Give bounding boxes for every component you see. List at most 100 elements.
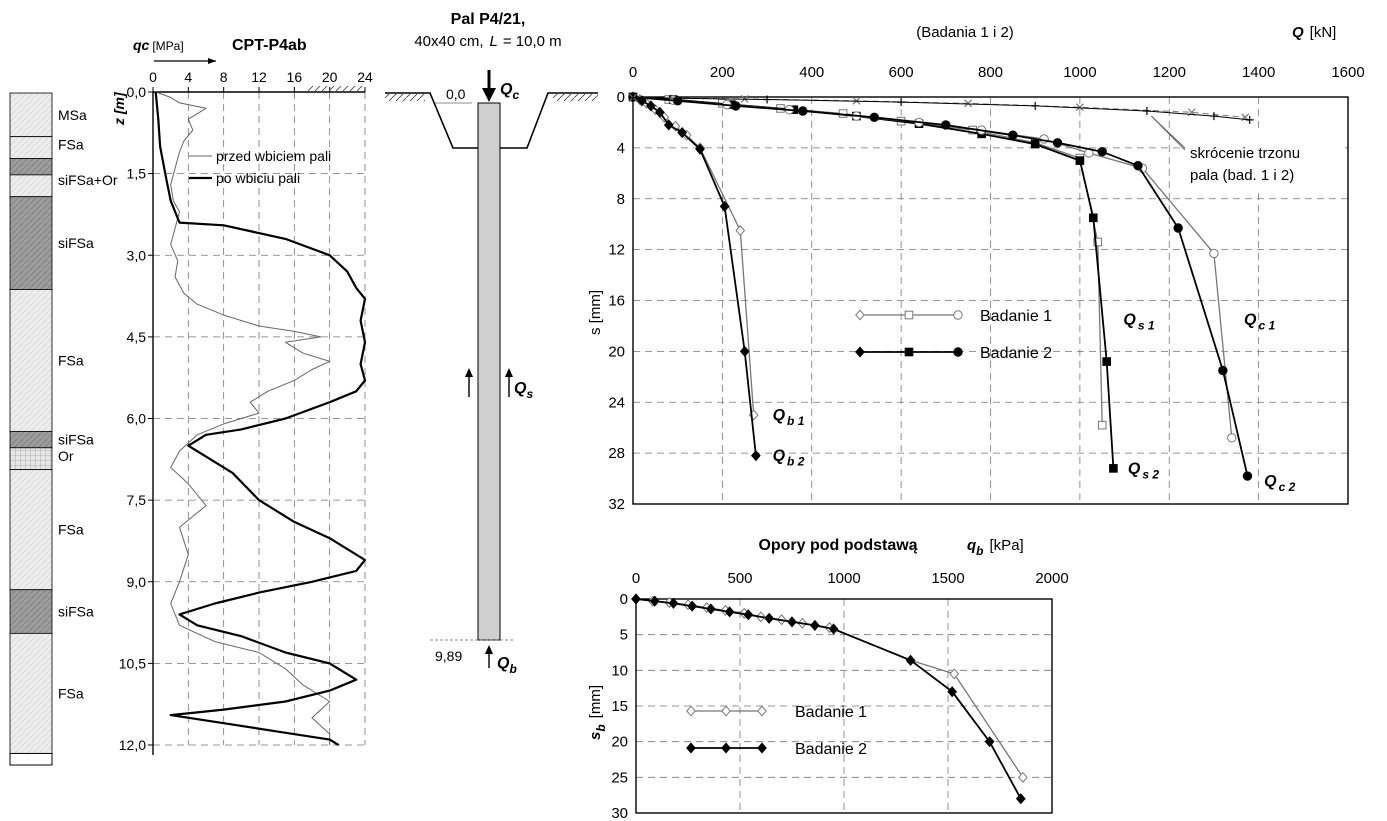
qb-xlabel-sub: b <box>976 544 983 558</box>
ls-data-point <box>941 120 951 130</box>
ls-data-point <box>739 345 750 357</box>
qb-ylabel-sub: b <box>594 724 608 731</box>
ls-y-tick-label: 12 <box>608 242 625 259</box>
qb-legend-marker <box>721 742 731 754</box>
ls-data-point <box>1133 160 1143 171</box>
qb-x-tick-label: 1000 <box>827 570 860 587</box>
ls-data-point <box>731 101 741 111</box>
ls-annotation-leader <box>1151 115 1186 151</box>
cpt-x-tick-label: 4 <box>184 69 192 85</box>
ls-data-point <box>1075 103 1084 112</box>
qb-data-point <box>724 606 735 618</box>
qb-data-point <box>905 654 916 666</box>
qb-data-point <box>828 623 839 635</box>
ls-data-point <box>735 224 746 237</box>
cpt-xlabel-arrowhead <box>208 58 216 64</box>
qb-title: Opory pod podstawą <box>758 537 917 554</box>
ls-data-point <box>1242 471 1253 481</box>
ls-y-tick-label: 16 <box>608 293 625 310</box>
ls-annotation-bg <box>1185 132 1345 188</box>
ls-data-point <box>637 95 647 107</box>
ls-x-tick-label: 600 <box>889 64 914 81</box>
qb-data-point <box>947 686 958 698</box>
ls-x-tick-label: 1200 <box>1153 64 1186 81</box>
ls-annotation: skrócenie trzonu pala (bad. 1 i 2) <box>1151 115 1345 188</box>
qb-xlabel-unit: [kPa] <box>990 537 1024 554</box>
cpt-y-tick-label: 1,5 <box>127 166 147 182</box>
qb-legend: Badanie 1 Badanie 2 <box>686 704 867 758</box>
cpt-xlabel-unit: [MPa] <box>152 39 183 53</box>
cpt-series-line <box>155 91 331 745</box>
soil-layer-label: FSa <box>58 685 84 701</box>
soil-layer <box>9 92 53 138</box>
ls-curve-label-base: Q <box>773 448 786 465</box>
cpt-x-tick-label: 20 <box>322 69 338 85</box>
soil-layer <box>9 632 53 754</box>
ls-data-point <box>1097 420 1107 430</box>
force-shaft-sub: s <box>526 387 533 401</box>
soil-layer-label: siFSa <box>58 431 94 447</box>
ls-data-point <box>1173 223 1183 233</box>
qb-y-tick-label: 5 <box>620 627 628 644</box>
cpt-y-tick-label: 0,0 <box>127 84 147 100</box>
qb-data-point <box>706 603 716 615</box>
ls-y-tick-label: 0 <box>617 89 625 106</box>
cpt-x-tick-label: 0 <box>149 69 157 85</box>
soil-layer-label: siFSa+Or <box>58 172 118 188</box>
qb-series <box>631 593 1028 805</box>
qb-data-point <box>649 595 660 607</box>
ls-annotation-line1: skrócenie trzonu <box>1190 145 1300 162</box>
ls-curve-label-base: Q <box>773 407 786 424</box>
ls-legend-marker <box>855 346 865 358</box>
soil-layer <box>9 196 53 290</box>
ls-legend-marker <box>904 347 914 357</box>
force-shaft-arrowhead-right <box>505 368 513 377</box>
cpt-x-tick-label: 16 <box>287 69 303 85</box>
qb-xlabel: qb [kPa] <box>967 537 1024 558</box>
cpt-legend-label: po wbiciu pali <box>216 170 300 186</box>
ls-curve-label-base: Q <box>1123 312 1136 329</box>
ls-y-tick-label: 20 <box>608 343 625 360</box>
soil-layer-label: FSa <box>58 352 84 368</box>
qb-legend-marker <box>686 742 696 754</box>
pile-subtitle-rest: = 10,0 m <box>503 33 562 50</box>
cpt-surface-hatch <box>307 86 365 92</box>
ls-legend-marker <box>904 310 914 320</box>
qb-x-tick-label: 500 <box>727 570 752 587</box>
ls-data-point <box>663 119 674 131</box>
ls-curve-label-sub: b 1 <box>787 414 805 428</box>
ls-curve-label-base: Q <box>1244 312 1257 329</box>
ls-series-line <box>632 96 1249 477</box>
cpt-y-tick-label: 6,0 <box>127 411 147 427</box>
qb-data-point <box>668 597 679 609</box>
ls-x-tick-label: 1600 <box>1331 64 1364 81</box>
ground-hatch-left <box>385 93 425 101</box>
qb-xlabel-symbol: q <box>967 537 976 554</box>
qb-y-tick-label: 10 <box>611 662 628 679</box>
cpt-y-tick-label: 12,0 <box>119 737 146 753</box>
qb-y-tick-label: 15 <box>611 698 628 715</box>
pile-body <box>477 102 501 641</box>
force-shaft-label: Qs <box>514 380 533 401</box>
ls-annotation-line2: pala (bad. 1 i 2) <box>1190 167 1294 184</box>
qb-legend-marker <box>686 705 696 717</box>
qb-data-point <box>687 600 698 612</box>
ls-curve-label-base: Q <box>1128 460 1141 477</box>
cpt-y-tick-label: 7,5 <box>127 492 147 508</box>
ls-data-point <box>1075 156 1085 165</box>
soil-layer-label: MSa <box>58 107 87 123</box>
cpt-legend: przed wbiciem pali po wbiciu pali <box>189 148 331 186</box>
ground-hatch-right <box>553 93 598 101</box>
ls-x-tick-label: 0 <box>629 64 637 81</box>
ls-xlabel-symbol: Q <box>1292 24 1304 41</box>
qb-ylabel-unit: [mm] <box>587 685 604 718</box>
qb-data-point <box>743 609 754 621</box>
ls-data-point <box>1109 464 1118 473</box>
cpt-title: CPT-P4ab <box>232 37 307 54</box>
ls-series-line <box>632 96 757 456</box>
